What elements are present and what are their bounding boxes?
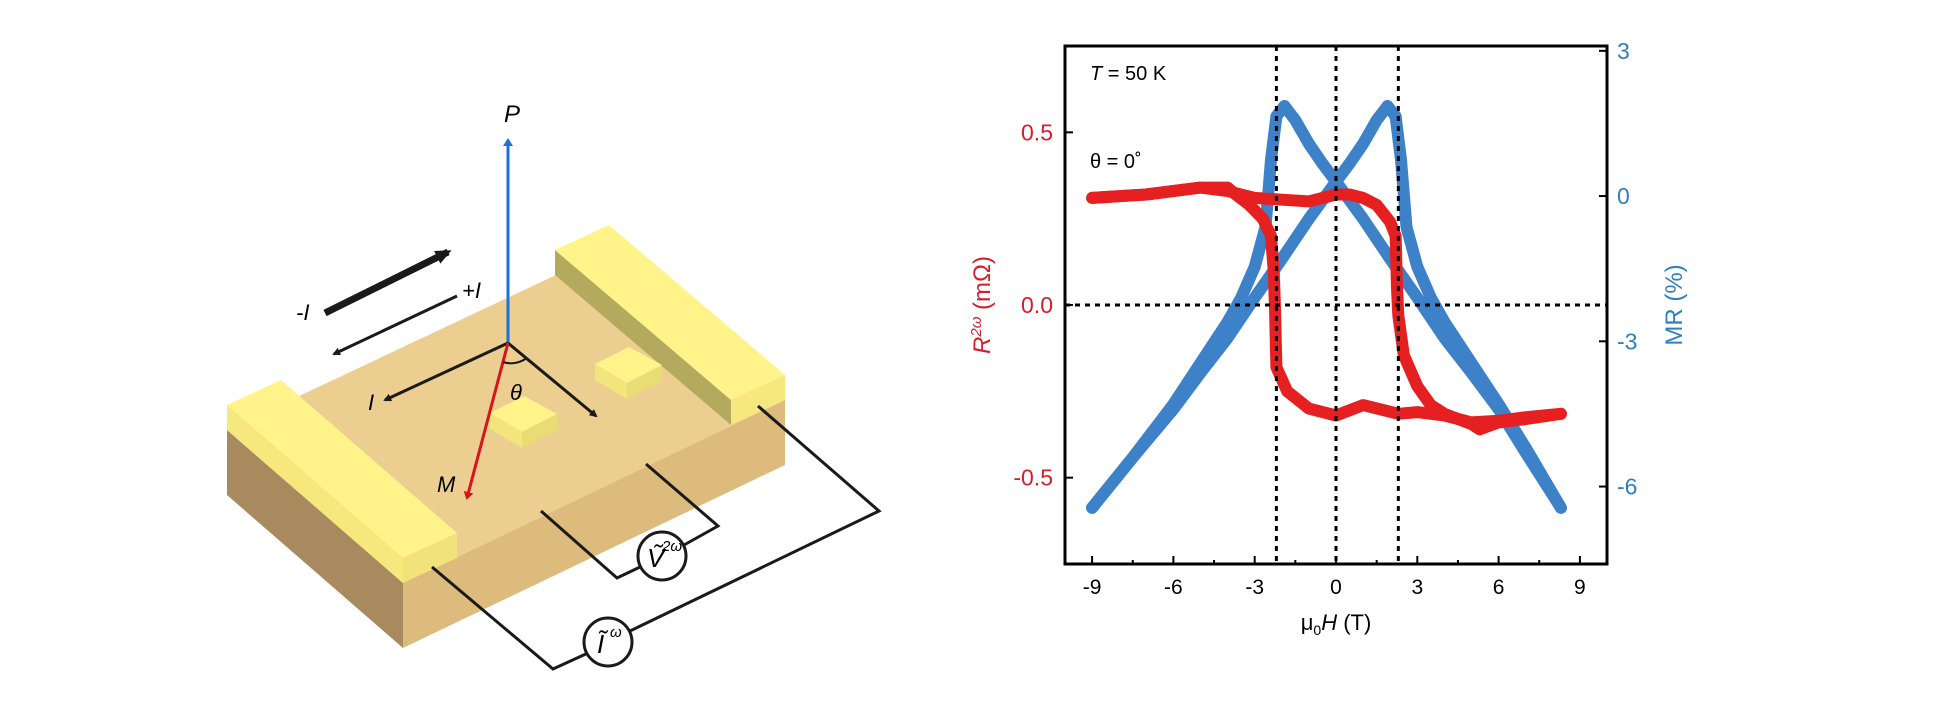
slab-left-face	[227, 430, 403, 648]
y-right-tick-label: 0	[1617, 183, 1630, 209]
left-electrode-front	[403, 533, 457, 583]
x-tick-label: 6	[1493, 576, 1505, 599]
voltage-superscript: 2ω	[661, 538, 682, 555]
p-label: P	[504, 101, 520, 128]
i-label: I	[368, 390, 374, 415]
voltmeter-symbol: Ṽ 2ω	[636, 530, 688, 582]
annotation-temperature: T = 50 K	[1090, 63, 1167, 85]
y-right-tick-label: 3	[1617, 38, 1630, 64]
left-electrode-side	[227, 405, 403, 583]
plus-i-thick-arrow	[323, 248, 452, 317]
ticks: -9 -6 -3 0 3 6 9 0.5 0.0 -0.5 3 0 -3 -6	[1013, 38, 1637, 599]
annotation-theta: θ = 0˚	[1090, 151, 1142, 173]
slab-front-face	[403, 400, 785, 648]
x-tick-label: -6	[1164, 576, 1183, 599]
pad-2-right	[627, 365, 662, 399]
x-tick-label: -9	[1083, 576, 1102, 599]
right-electrode-side	[555, 250, 731, 425]
transverse-axis-arrow	[507, 341, 598, 418]
y-right-axis-label: MR (%)	[1661, 264, 1688, 345]
y-left-tick-label: 0.0	[1021, 292, 1053, 318]
x-axis-label: μ0H (T)	[1301, 610, 1372, 638]
current-superscript: ω	[610, 624, 622, 641]
pad-1-right	[522, 414, 557, 448]
chart: -9 -6 -3 0 3 6 9 0.5 0.0 -0.5 3 0 -3 -6 T = 50 K θ = …	[968, 38, 1688, 638]
minus-i-label: -I	[296, 300, 309, 325]
pad-1-left	[490, 413, 522, 448]
pad-2-top	[595, 347, 662, 383]
y-left-tick-label: 0.5	[1021, 119, 1053, 145]
y-right-tick-label: -6	[1617, 474, 1637, 500]
r2w-series-down	[1086, 181, 1567, 429]
pad-2-left	[595, 364, 627, 399]
y-left-axis-label: R2ω (mΩ)	[968, 256, 996, 354]
left-electrode-top	[227, 380, 457, 558]
current-source-symbol: Ĩ ω	[582, 616, 634, 668]
i-axis-arrow	[383, 341, 509, 402]
theta-label: θ	[510, 380, 522, 405]
theta-arc	[502, 357, 528, 365]
pad-1-top	[490, 396, 557, 432]
x-tick-label: -3	[1245, 576, 1264, 599]
mr-series-down	[1086, 100, 1567, 514]
voltage-wire-return	[645, 462, 721, 547]
m-label: M	[437, 472, 456, 497]
minus-i-thin-arrow	[332, 294, 458, 356]
current-wire	[431, 565, 589, 671]
device-diagram: Ṽ 2ω Ĩ ω P -I +I I θ M	[227, 101, 882, 671]
m-arrow	[463, 342, 510, 500]
right-electrode-front	[731, 375, 785, 425]
mr-series-up	[1086, 100, 1567, 514]
series-group	[1086, 100, 1567, 514]
x-tick-label: 0	[1330, 576, 1342, 599]
x-tick-label: 3	[1411, 576, 1423, 599]
y-right-tick-label: -3	[1617, 328, 1637, 354]
current-wire-return	[629, 404, 882, 633]
voltage-label: Ṽ	[647, 543, 667, 573]
voltage-wire	[540, 509, 641, 580]
plus-i-label: +I	[462, 278, 481, 303]
x-tick-label: 9	[1574, 576, 1586, 599]
reference-lines	[1065, 46, 1607, 564]
right-electrode-top	[555, 225, 785, 400]
y-left-tick-label: -0.5	[1013, 465, 1053, 491]
